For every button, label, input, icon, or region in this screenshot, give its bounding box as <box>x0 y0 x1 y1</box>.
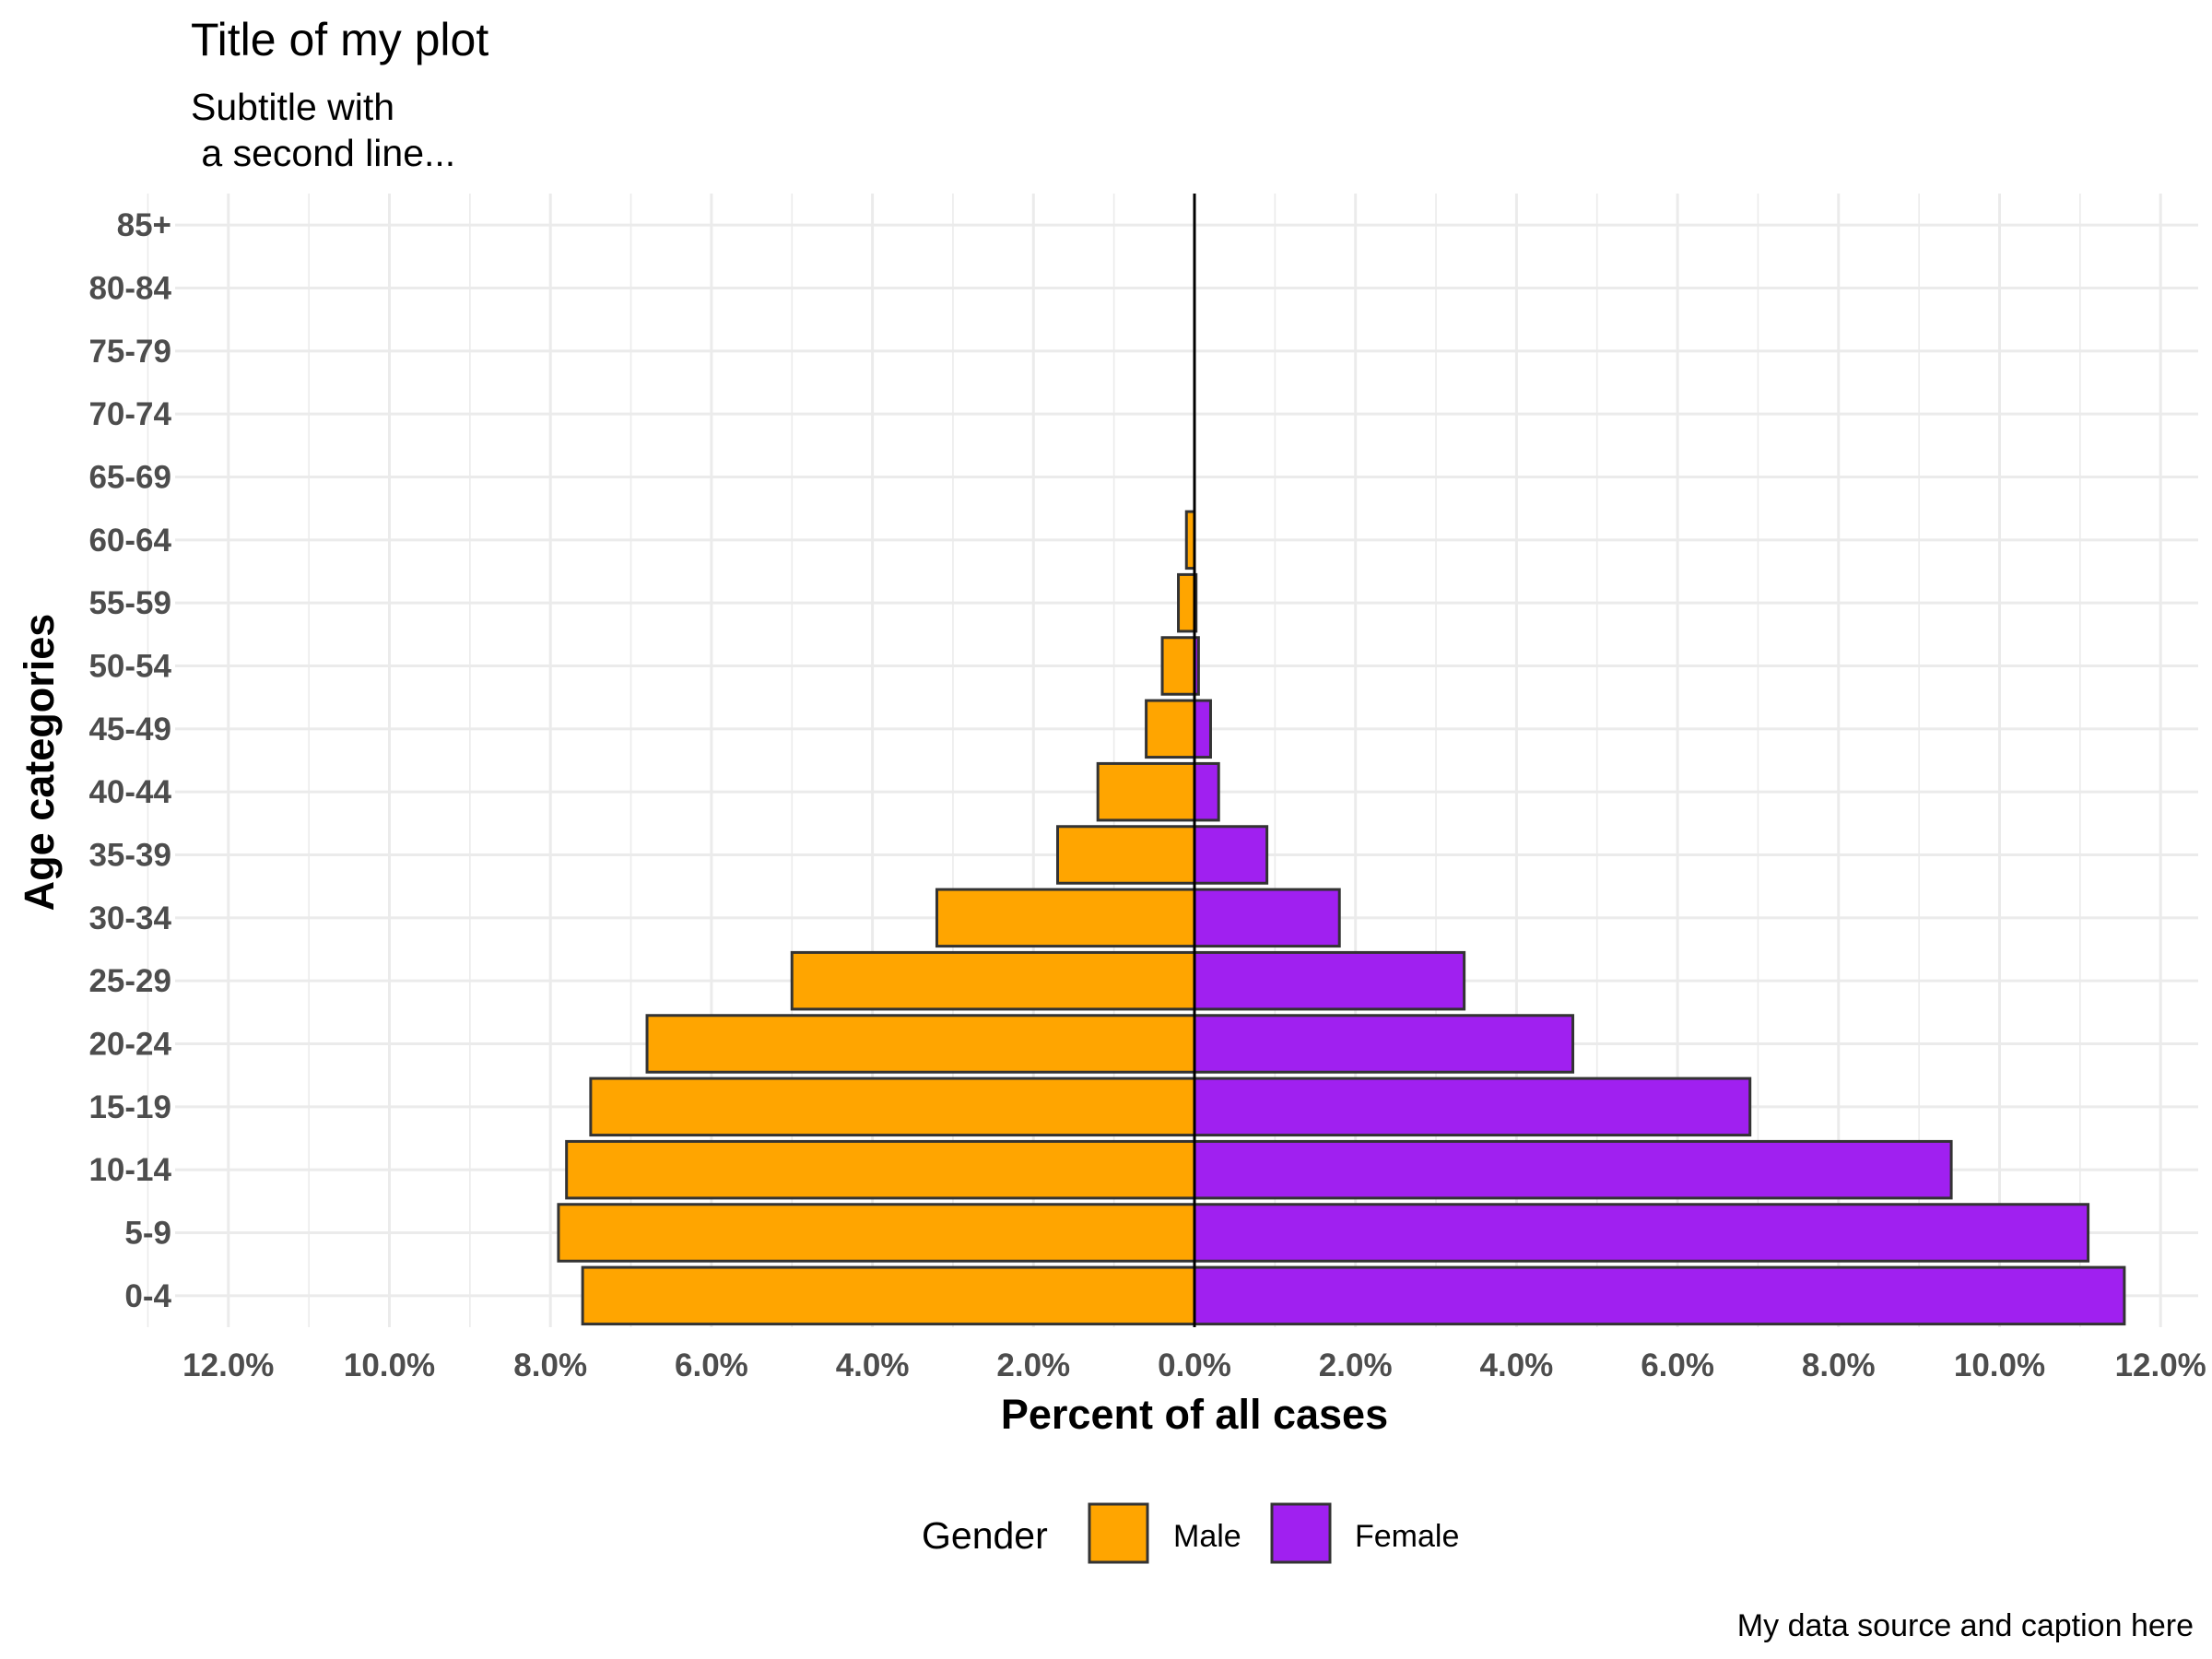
legend-label-male: Male <box>1173 1519 1241 1554</box>
bar-male-40-44 <box>1096 761 1196 822</box>
x-tick-label: 0.0% <box>1158 1347 1231 1383</box>
bar-male-30-34 <box>935 888 1196 948</box>
bar-female-25-29 <box>1193 950 1466 1011</box>
y-tick-label: 10-14 <box>88 1152 171 1188</box>
x-tick-label: 8.0% <box>513 1347 587 1383</box>
x-tick-label: 12.0% <box>2115 1347 2206 1383</box>
bar-male-20-24 <box>645 1014 1196 1074</box>
x-tick-label: 10.0% <box>344 1347 435 1383</box>
bar-female-0-4 <box>1193 1265 2126 1326</box>
bar-male-55-59 <box>1177 572 1196 633</box>
x-axis-ticks: 12.0% 10.0% 8.0% 6.0% 4.0% 2.0% 0.0% 2.0% 4.0% 6.… <box>182 1347 2206 1383</box>
bar-male-50-54 <box>1160 636 1196 696</box>
y-tick-label: 55-59 <box>88 585 171 621</box>
legend-label-female: Female <box>1355 1519 1459 1554</box>
bar-male-45-49 <box>1145 699 1196 759</box>
chart-title: Title of my plot <box>191 14 488 65</box>
y-tick-label: 40-44 <box>88 774 171 810</box>
y-tick-label: 30-34 <box>88 900 171 936</box>
x-axis-title: Percent of all cases <box>1001 1391 1388 1438</box>
y-tick-label: 75-79 <box>88 334 171 370</box>
x-tick-label: 8.0% <box>1802 1347 1876 1383</box>
y-tick-label: 70-74 <box>88 396 171 432</box>
bar-female-45-49 <box>1193 699 1212 759</box>
x-tick-label: 2.0% <box>1319 1347 1393 1383</box>
bar-female-40-44 <box>1193 761 1220 822</box>
x-tick-label: 12.0% <box>182 1347 274 1383</box>
y-tick-label: 85+ <box>117 207 171 243</box>
bar-male-10-14 <box>565 1139 1196 1200</box>
x-tick-label: 6.0% <box>675 1347 748 1383</box>
y-tick-label: 50-54 <box>88 649 171 685</box>
bar-male-25-29 <box>790 950 1196 1011</box>
y-tick-label: 45-49 <box>88 712 171 747</box>
bar-female-20-24 <box>1193 1014 1575 1074</box>
x-tick-label: 4.0% <box>1480 1347 1554 1383</box>
bar-female-35-39 <box>1193 825 1269 885</box>
x-tick-label: 6.0% <box>1641 1347 1714 1383</box>
legend-key-female <box>1270 1502 1332 1564</box>
y-tick-label: 15-19 <box>88 1089 171 1125</box>
y-tick-label: 80-84 <box>88 271 171 307</box>
legend: Gender Male Female <box>922 1502 1459 1564</box>
bars <box>557 510 2126 1326</box>
bar-male-15-19 <box>589 1077 1196 1137</box>
legend-key-male <box>1088 1502 1149 1564</box>
x-tick-label: 10.0% <box>1954 1347 2045 1383</box>
bar-male-5-9 <box>557 1203 1196 1263</box>
y-tick-label: 25-29 <box>88 963 171 999</box>
legend-title: Gender <box>922 1514 1048 1557</box>
bar-female-15-19 <box>1193 1077 1752 1137</box>
y-tick-label: 0-4 <box>124 1278 171 1314</box>
x-tick-label: 4.0% <box>836 1347 910 1383</box>
bar-female-10-14 <box>1193 1139 1953 1200</box>
bar-female-30-34 <box>1193 888 1341 948</box>
chart-caption: My data source and caption here <box>1737 1608 2194 1643</box>
y-tick-label: 65-69 <box>88 460 171 496</box>
bar-female-5-9 <box>1193 1203 2090 1263</box>
x-tick-label: 2.0% <box>996 1347 1070 1383</box>
chart-subtitle-line-1: Subtitle with <box>191 86 394 128</box>
bar-male-35-39 <box>1056 825 1196 885</box>
bar-male-0-4 <box>581 1265 1196 1326</box>
y-tick-label: 5-9 <box>124 1216 171 1252</box>
y-axis-ticks: 0-4 5-9 10-14 15-19 20-24 25-29 30-34 35-39 40-4… <box>88 207 171 1314</box>
y-tick-label: 20-24 <box>88 1027 171 1063</box>
y-axis-title: Age categories <box>16 614 63 912</box>
y-tick-label: 60-64 <box>88 523 171 559</box>
y-tick-label: 35-39 <box>88 838 171 874</box>
chart-subtitle-line-2: a second line... <box>191 132 455 174</box>
